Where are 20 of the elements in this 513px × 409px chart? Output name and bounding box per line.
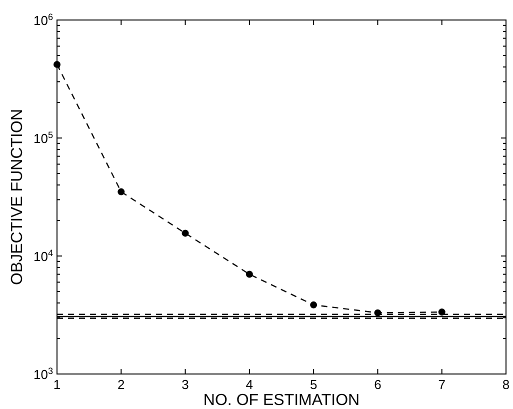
y-tick-label: 10$^{3}$ <box>33 366 53 382</box>
x-tick-label: 4 <box>246 377 254 392</box>
point <box>182 230 189 237</box>
x-tick-label: 5 <box>310 377 318 392</box>
point <box>118 188 125 196</box>
x-tick-label: 1 <box>53 377 61 392</box>
y-tick-label: 10$^{5}$ <box>33 130 53 146</box>
point <box>310 301 318 308</box>
x-axis-title: NO. OF ESTIMATION <box>203 392 360 409</box>
y-axis-title: OBJECTIVE FUNCTION <box>9 108 26 286</box>
x-tick-label: 6 <box>374 377 382 392</box>
x-tick-label: 7 <box>438 377 446 392</box>
x-tick-label: 3 <box>182 377 189 392</box>
point <box>374 309 382 316</box>
x-tick-label: 2 <box>118 377 125 392</box>
y-tick-label: 10$^{4}$ <box>33 248 53 264</box>
y-tick-label: 10$^{6}$ <box>33 12 53 28</box>
x-tick-label: 8 <box>502 377 510 392</box>
point <box>246 270 253 278</box>
point <box>438 308 446 316</box>
